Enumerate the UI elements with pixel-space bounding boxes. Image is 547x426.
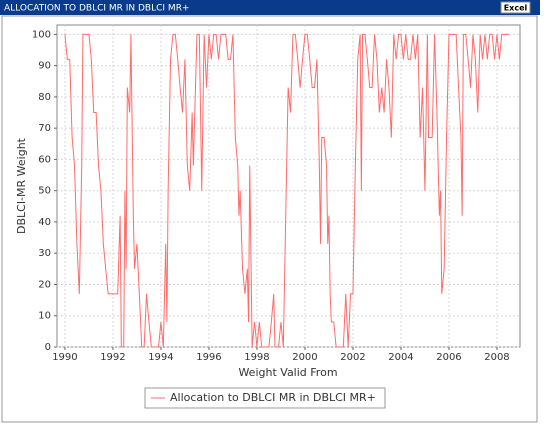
window-title: ALLOCATION TO DBLCI MR IN DBLCI MR+ (4, 4, 189, 14)
plot-area (56, 24, 521, 348)
y-tick-label: 40 (38, 217, 51, 228)
x-tick-label: 2006 (436, 352, 461, 363)
y-tick-label: 20 (38, 279, 51, 290)
y-tick-label: 90 (38, 61, 51, 72)
y-tick-label: 100 (32, 29, 51, 40)
title-bar (0, 0, 540, 15)
x-tick-label: 2004 (388, 352, 413, 363)
x-tick-label: 1998 (244, 352, 269, 363)
y-axis-label: DBLCI-MR Weight (15, 137, 28, 234)
y-tick-label: 70 (38, 123, 51, 134)
y-tick-label: 0 (45, 342, 51, 353)
excel-label[interactable]: Excel (504, 4, 528, 13)
x-tick-label: 1992 (100, 352, 125, 363)
x-tick-label: 2000 (292, 352, 317, 363)
y-tick-label: 30 (38, 248, 51, 259)
y-tick-label: 10 (38, 311, 51, 322)
x-tick-label: 1994 (148, 352, 173, 363)
x-tick-label: 1996 (196, 352, 221, 363)
x-tick-label: 2002 (340, 352, 365, 363)
x-axis-label: Weight Valid From (238, 366, 337, 379)
x-tick-label: 2008 (484, 352, 509, 363)
legend (144, 387, 386, 409)
x-tick-label: 1990 (52, 352, 77, 363)
line-series (64, 33, 509, 348)
y-tick-label: 80 (38, 92, 51, 103)
legend-label: Allocation to DBLCI MR in DBLCI MR+ (170, 391, 376, 404)
excel-button[interactable] (500, 1, 531, 14)
y-tick-label: 50 (38, 186, 51, 197)
y-tick-label: 60 (38, 154, 51, 165)
